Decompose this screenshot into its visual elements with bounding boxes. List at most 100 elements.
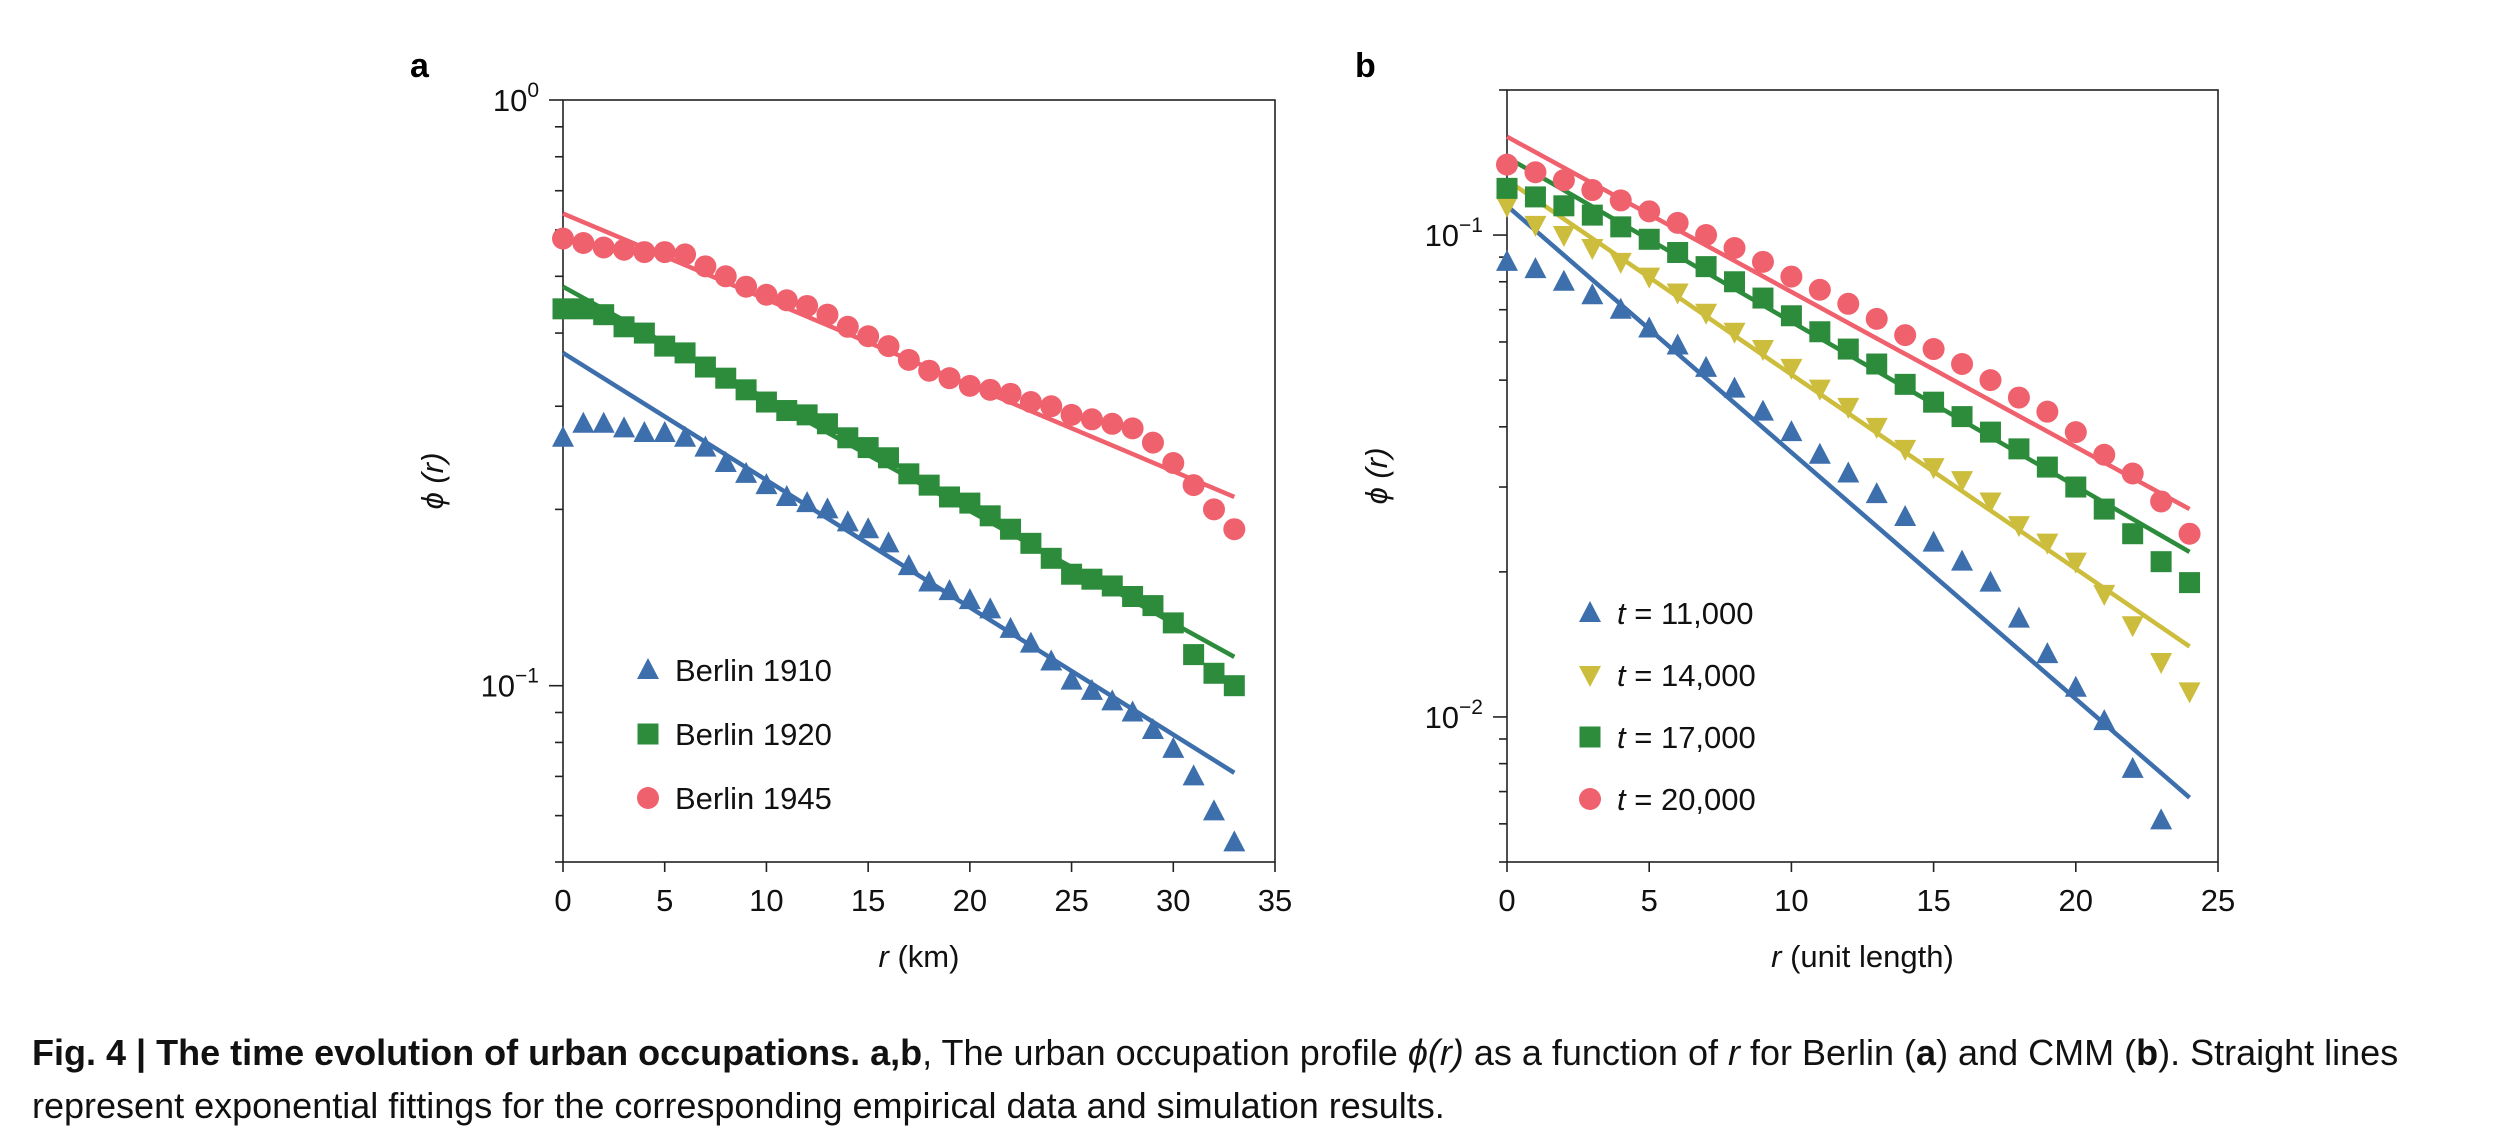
- fit-line-3: [1505, 134, 2191, 512]
- data-point: [816, 497, 839, 519]
- data-point: [552, 227, 574, 250]
- data-point: [1866, 353, 1888, 375]
- data-point: [1121, 700, 1144, 722]
- y-tick-label: 10−2: [1425, 696, 1483, 735]
- data-point: [633, 322, 655, 344]
- data-point: [938, 367, 961, 390]
- data-point: [1609, 189, 1632, 212]
- fit-line-0: [561, 350, 1236, 775]
- data-point: [816, 303, 839, 326]
- data-point: [674, 342, 696, 364]
- data-point: [1141, 431, 1164, 454]
- legend-label: Berlin 1920: [675, 717, 832, 752]
- x-tick-label: 25: [1054, 883, 1088, 918]
- data-point: [735, 379, 757, 401]
- data-point: [2093, 709, 2116, 731]
- y-tick-label: 100: [493, 79, 539, 118]
- data-point: [1979, 369, 2002, 392]
- data-point: [694, 435, 717, 457]
- data-point: [1695, 224, 1718, 247]
- legend-label: Berlin 1945: [675, 781, 832, 816]
- data-point: [836, 510, 859, 532]
- data-point: [1202, 799, 1225, 821]
- data-point: [918, 570, 941, 592]
- data-point: [959, 492, 981, 514]
- data-point: [1724, 271, 1746, 293]
- caption-text-2: as a function of: [1463, 1032, 1728, 1073]
- legend-label: Berlin 1910: [675, 653, 832, 688]
- data-point: [2178, 682, 2201, 704]
- data-point: [1496, 153, 1518, 176]
- panel-letter: a: [410, 47, 430, 85]
- x-tick-label: 20: [2059, 883, 2093, 918]
- data-point: [572, 231, 595, 254]
- x-tick-label: 0: [1498, 883, 1515, 918]
- data-point: [1951, 549, 1974, 571]
- data-point: [1101, 575, 1123, 597]
- data-point: [1162, 452, 1185, 475]
- data-point: [1666, 333, 1689, 355]
- data-point: [1581, 239, 1604, 261]
- chart-panel-a: a 0 5 10 15 20 25 30 35 100 10−1 r (km) ϕ (r) Berlin …: [410, 47, 1292, 974]
- data-point: [1751, 250, 1774, 273]
- data-point: [1666, 283, 1689, 305]
- data-point: [958, 588, 981, 610]
- data-point: [1979, 570, 2002, 592]
- data-point: [1183, 644, 1205, 666]
- plot-frame: [1506, 89, 2219, 863]
- data-point: [694, 255, 717, 278]
- data-point: [613, 316, 635, 338]
- data-point: [1638, 316, 1661, 338]
- data-point: [877, 335, 900, 358]
- data-point: [1780, 420, 1803, 442]
- data-point: [1552, 269, 1575, 291]
- data-point: [1162, 612, 1184, 634]
- data-point: [653, 421, 676, 443]
- data-point: [1203, 662, 1225, 684]
- x-tick-label: 5: [1641, 883, 1658, 918]
- legend-label: t = 14,000: [1617, 658, 1756, 693]
- x-tick-label: 15: [851, 883, 885, 918]
- data-point: [1751, 340, 1774, 362]
- data-point: [2008, 438, 2030, 460]
- legend-label: t = 20,000: [1617, 782, 1756, 817]
- data-point: [735, 275, 758, 298]
- x-tick-label: 10: [1774, 883, 1808, 918]
- data-point: [2178, 522, 2201, 545]
- data-point: [1780, 305, 1802, 327]
- data-point: [592, 236, 615, 259]
- data-point: [2121, 616, 2144, 638]
- y-tick-label: 10−1: [481, 665, 539, 704]
- data-point: [2093, 584, 2116, 606]
- data-point: [1638, 228, 1660, 250]
- data-point: [1020, 532, 1042, 554]
- data-point: [2036, 400, 2059, 423]
- x-tick-label: 25: [2201, 883, 2235, 918]
- x-tick-label: 20: [953, 883, 987, 918]
- data-point: [1060, 403, 1083, 426]
- data-point: [1752, 287, 1774, 309]
- data-point: [877, 531, 900, 553]
- data-point: [1496, 196, 1518, 218]
- data-point: [1894, 439, 1917, 461]
- x-tick-label: 10: [749, 883, 783, 918]
- data-point: [2093, 443, 2116, 466]
- data-point: [1223, 518, 1246, 541]
- data-point: [1837, 338, 1859, 360]
- data-point: [1723, 237, 1746, 260]
- data-point: [735, 461, 758, 483]
- data-point: [1552, 226, 1575, 248]
- data-point: [857, 517, 880, 539]
- legend-label: t = 17,000: [1617, 720, 1756, 755]
- data-point: [1060, 668, 1083, 690]
- legend-marker: [637, 787, 659, 809]
- series-2: [1496, 177, 2201, 594]
- data-point: [1553, 195, 1575, 217]
- data-point: [2064, 421, 2087, 444]
- data-point: [1182, 764, 1205, 786]
- data-point: [816, 413, 838, 435]
- data-point: [633, 421, 656, 443]
- caption-ref-a: a: [1916, 1032, 1937, 1073]
- data-point: [796, 294, 819, 317]
- data-point: [1780, 358, 1803, 380]
